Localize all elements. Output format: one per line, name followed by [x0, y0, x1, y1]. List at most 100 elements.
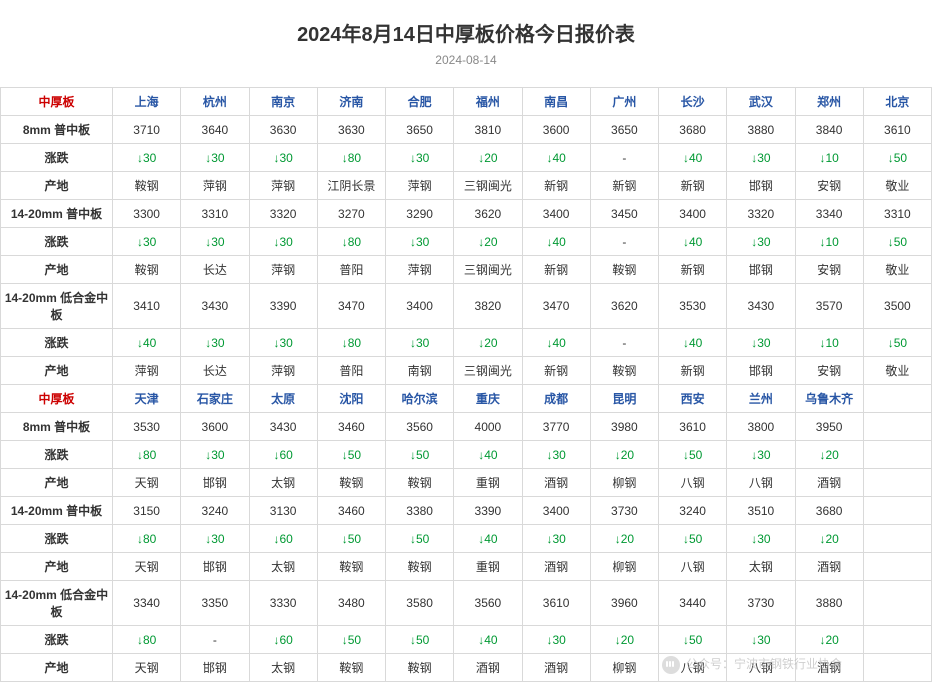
origin-cell: 邯钢 [727, 172, 795, 200]
price-cell: 3290 [386, 200, 454, 228]
city-header: 郑州 [795, 88, 863, 116]
price-cell: 3430 [181, 284, 249, 329]
origin-cell: 邯钢 [181, 553, 249, 581]
price-cell [863, 497, 931, 525]
price-cell: 3320 [727, 200, 795, 228]
origin-cell: 酒钢 [522, 469, 590, 497]
change-cell: ↓30 [249, 228, 317, 256]
change-label: 涨跌 [1, 329, 113, 357]
change-label: 涨跌 [1, 144, 113, 172]
origin-cell: 酒钢 [522, 654, 590, 682]
change-cell: ↓50 [386, 441, 454, 469]
origin-cell: 鞍钢 [386, 553, 454, 581]
origin-cell: 萍钢 [386, 256, 454, 284]
origin-cell: 萍钢 [249, 172, 317, 200]
section-label: 中厚板 [1, 385, 113, 413]
origin-cell: 鞍钢 [113, 256, 181, 284]
price-cell: 3390 [249, 284, 317, 329]
change-cell: ↓20 [590, 626, 658, 654]
price-cell: 3430 [727, 284, 795, 329]
origin-cell: 天钢 [113, 654, 181, 682]
product-label: 8mm 普中板 [1, 413, 113, 441]
price-cell: 3400 [386, 284, 454, 329]
origin-cell: 酒钢 [795, 553, 863, 581]
change-cell: ↓30 [181, 228, 249, 256]
product-row: 14-20mm 低合金中板334033503330348035803560361… [1, 581, 932, 626]
change-cell: ↓80 [317, 329, 385, 357]
origin-cell: 普阳 [317, 357, 385, 385]
change-cell [863, 525, 931, 553]
change-cell: ↓30 [386, 144, 454, 172]
origin-label: 产地 [1, 357, 113, 385]
change-cell: ↓40 [522, 329, 590, 357]
origin-cell: 鞍钢 [317, 553, 385, 581]
change-cell: ↓20 [454, 329, 522, 357]
origin-row: 产地天钢邯钢太钢鞍钢鞍钢重钢酒钢柳钢八钢八钢酒钢 [1, 469, 932, 497]
change-cell [863, 441, 931, 469]
change-row: 涨跌↓30↓30↓30↓80↓30↓20↓40-↓40↓30↓10↓50 [1, 228, 932, 256]
price-cell: 3840 [795, 116, 863, 144]
origin-cell: 三钢闽光 [454, 256, 522, 284]
change-cell: ↓30 [727, 144, 795, 172]
origin-cell: 酒钢 [795, 469, 863, 497]
price-cell: 3400 [522, 497, 590, 525]
price-cell: 3680 [659, 116, 727, 144]
origin-cell: 萍钢 [181, 172, 249, 200]
price-cell: 3240 [659, 497, 727, 525]
change-cell: ↓50 [659, 525, 727, 553]
price-cell: 3560 [386, 413, 454, 441]
origin-cell: 萍钢 [386, 172, 454, 200]
change-cell: ↓50 [317, 525, 385, 553]
city-header: 西安 [659, 385, 727, 413]
section-label: 中厚板 [1, 88, 113, 116]
change-cell: ↓50 [317, 626, 385, 654]
change-cell: ↓30 [249, 144, 317, 172]
origin-row: 产地鞍钢萍钢萍钢江阴长景萍钢三钢闽光新钢新钢新钢邯钢安钢敬业 [1, 172, 932, 200]
origin-row: 产地鞍钢长达萍钢普阳萍钢三钢闽光新钢鞍钢新钢邯钢安钢敬业 [1, 256, 932, 284]
city-header: 石家庄 [181, 385, 249, 413]
price-cell: 3600 [522, 116, 590, 144]
city-header: 沈阳 [317, 385, 385, 413]
origin-cell: 柳钢 [590, 469, 658, 497]
change-cell: ↓20 [590, 441, 658, 469]
page-title: 2024年8月14日中厚板价格今日报价表 [0, 0, 932, 53]
price-cell: 3710 [113, 116, 181, 144]
change-cell: ↓30 [522, 441, 590, 469]
city-header: 南京 [249, 88, 317, 116]
price-cell: 3400 [659, 200, 727, 228]
origin-cell: 安钢 [795, 172, 863, 200]
origin-cell: 鞍钢 [113, 172, 181, 200]
product-row: 14-20mm 普中板33003310332032703290362034003… [1, 200, 932, 228]
change-cell: - [181, 626, 249, 654]
price-cell: 3880 [795, 581, 863, 626]
change-cell: ↓50 [863, 144, 931, 172]
origin-cell: 新钢 [659, 172, 727, 200]
origin-cell: 新钢 [590, 172, 658, 200]
price-cell: 3470 [522, 284, 590, 329]
change-cell: ↓30 [181, 329, 249, 357]
product-row: 14-20mm 低合金中板341034303390347034003820347… [1, 284, 932, 329]
origin-label: 产地 [1, 256, 113, 284]
city-header: 长沙 [659, 88, 727, 116]
price-cell: 3320 [249, 200, 317, 228]
price-cell: 3630 [317, 116, 385, 144]
origin-cell [863, 553, 931, 581]
price-cell: 3440 [659, 581, 727, 626]
change-cell: ↓30 [386, 329, 454, 357]
origin-cell: 鞍钢 [386, 469, 454, 497]
city-header: 昆明 [590, 385, 658, 413]
price-cell: 3610 [659, 413, 727, 441]
origin-cell: 太钢 [249, 469, 317, 497]
origin-cell: 安钢 [795, 256, 863, 284]
change-cell: ↓30 [113, 144, 181, 172]
city-header: 杭州 [181, 88, 249, 116]
change-cell: ↓60 [249, 441, 317, 469]
change-cell: ↓30 [522, 525, 590, 553]
change-cell: ↓30 [249, 329, 317, 357]
change-cell: ↓60 [249, 626, 317, 654]
price-cell: 3340 [113, 581, 181, 626]
origin-cell: 邯钢 [181, 469, 249, 497]
change-label: 涨跌 [1, 525, 113, 553]
origin-cell: 酒钢 [795, 654, 863, 682]
price-cell: 3430 [249, 413, 317, 441]
